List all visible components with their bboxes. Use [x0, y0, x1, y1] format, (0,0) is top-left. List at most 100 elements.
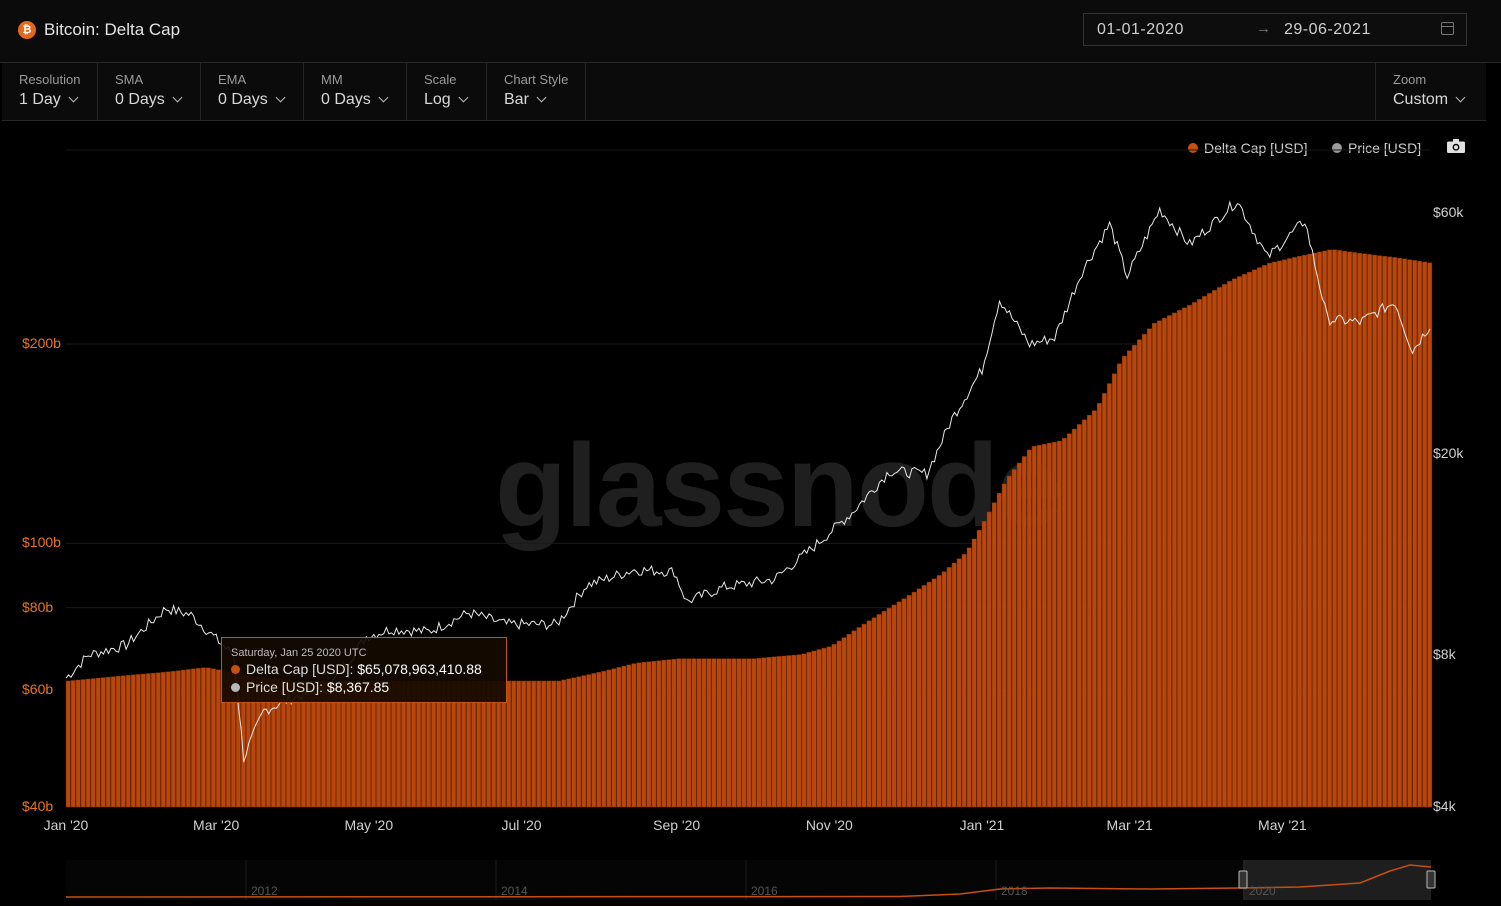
delta-cap-bar — [1372, 254, 1378, 808]
tooltip-delta-value: $65,078,963,410.88 — [357, 661, 482, 677]
delta-cap-bar — [140, 673, 146, 808]
delta-cap-bar — [95, 677, 101, 808]
tooltip-price-value: $8,367.85 — [326, 679, 390, 695]
delta-cap-bar — [1257, 267, 1262, 808]
resolution-value[interactable]: 1 Day — [19, 91, 79, 109]
chart-style-select[interactable]: Chart Style Bar — [487, 63, 586, 120]
y-left-tick-label: $40b — [22, 798, 54, 814]
legend-delta-cap[interactable]: Delta Cap [USD] — [1188, 140, 1307, 156]
mm-label: MM — [321, 72, 343, 87]
ema-value[interactable]: 0 Days — [218, 91, 286, 109]
delta-cap-bar — [1096, 403, 1102, 808]
delta-cap-bar — [946, 567, 952, 808]
delta-cap-bar — [1036, 444, 1042, 808]
delta-cap-dot-icon — [231, 664, 240, 674]
delta-cap-bar — [886, 607, 892, 808]
delta-cap-bar — [856, 627, 862, 808]
delta-cap-bar — [1252, 269, 1257, 808]
delta-cap-bar — [1141, 333, 1147, 808]
delta-cap-bar — [651, 660, 657, 808]
delta-cap-bar — [1006, 475, 1012, 808]
delta-cap-bar — [215, 669, 221, 808]
ema-label: EMA — [218, 72, 247, 87]
delta-cap-bar — [751, 658, 757, 808]
delta-cap-bar — [771, 656, 777, 808]
delta-cap-bar — [120, 675, 126, 808]
mm-value[interactable]: 0 Days — [321, 91, 389, 109]
delta-cap-bar — [195, 668, 201, 808]
delta-cap-bar — [1001, 483, 1007, 808]
legend-price[interactable]: Price [USD] — [1332, 140, 1421, 156]
zoom-label: Zoom — [1393, 72, 1427, 87]
delta-cap-bar — [806, 652, 812, 808]
delta-cap-bar — [816, 649, 822, 808]
delta-cap-bars — [65, 249, 1433, 808]
navigator-year-label: 2020 — [1249, 884, 1276, 898]
camera-icon[interactable] — [1447, 139, 1465, 153]
zoom-select[interactable]: Zoom Custom — [1375, 63, 1486, 120]
delta-cap-bar — [831, 644, 837, 808]
scale-select[interactable]: Scale Log — [407, 63, 487, 120]
delta-cap-bar — [616, 667, 622, 808]
delta-cap-bar — [666, 659, 672, 808]
mm-select[interactable]: MM 0 Days — [304, 63, 407, 120]
delta-cap-bar — [926, 581, 932, 808]
delta-cap-bar — [641, 661, 647, 808]
delta-cap-bar — [135, 674, 141, 808]
ema-select[interactable]: EMA 0 Days — [201, 63, 304, 120]
delta-cap-bar — [1392, 257, 1398, 808]
y-right-tick-label: $8k — [1433, 645, 1456, 662]
legend-price-label: Price [USD] — [1348, 140, 1422, 156]
delta-cap-bar — [1397, 257, 1403, 808]
zoom-value[interactable]: Custom — [1393, 91, 1466, 109]
price-dot-icon — [1332, 143, 1342, 153]
delta-cap-bar — [546, 680, 552, 808]
date-range-picker[interactable]: 01-01-2020 → 29-06-2021 — [1083, 13, 1467, 46]
date-from[interactable]: 01-01-2020 — [1097, 21, 1184, 38]
delta-cap-bar — [170, 671, 176, 808]
delta-cap-bar — [721, 658, 727, 808]
delta-cap-bar — [901, 598, 907, 808]
delta-cap-bar — [1197, 299, 1202, 808]
delta-cap-bar — [866, 620, 872, 808]
delta-cap-bar — [1232, 278, 1237, 808]
delta-cap-bar — [736, 658, 742, 808]
delta-cap-bar — [801, 653, 807, 808]
delta-cap-bar — [746, 658, 752, 808]
delta-cap-bar — [606, 669, 612, 808]
delta-cap-bar — [1337, 250, 1343, 808]
sma-select[interactable]: SMA 0 Days — [98, 63, 201, 120]
range-navigator[interactable] — [0, 856, 1501, 906]
sma-value[interactable]: 0 Days — [115, 91, 183, 109]
delta-cap-bar — [536, 680, 542, 808]
delta-cap-bar — [576, 676, 582, 808]
delta-cap-bar — [821, 647, 827, 808]
chart-style-value[interactable]: Bar — [504, 91, 547, 109]
delta-cap-bar — [566, 678, 572, 808]
scale-value[interactable]: Log — [424, 91, 469, 109]
delta-cap-bar — [1342, 250, 1348, 808]
delta-cap-bar — [1076, 424, 1082, 808]
delta-cap-bar — [871, 617, 877, 808]
bitcoin-icon: ₿ — [18, 21, 36, 39]
delta-cap-bar — [1242, 274, 1247, 808]
resolution-select[interactable]: Resolution 1 Day — [2, 63, 98, 120]
x-tick-label: Jul '20 — [501, 817, 542, 833]
delta-cap-bar — [210, 668, 216, 808]
navigator-handle-left — [1238, 870, 1248, 889]
delta-cap-bar — [1307, 253, 1312, 808]
y-right-tick-label: $60k — [1433, 204, 1464, 221]
delta-cap-bar — [1327, 249, 1333, 808]
date-to[interactable]: 29-06-2021 — [1284, 21, 1371, 38]
x-tick-label: May '20 — [344, 817, 394, 833]
delta-cap-bar — [601, 670, 607, 808]
delta-cap-bar — [1322, 250, 1327, 808]
calendar-icon[interactable] — [1441, 22, 1454, 35]
delta-cap-bar — [781, 655, 787, 808]
delta-cap-dot-icon — [1188, 143, 1198, 153]
delta-cap-bar — [881, 611, 887, 808]
y-left-tick-label: $80b — [22, 598, 54, 615]
delta-cap-bar — [1272, 261, 1277, 808]
delta-cap-bar — [1222, 284, 1227, 808]
